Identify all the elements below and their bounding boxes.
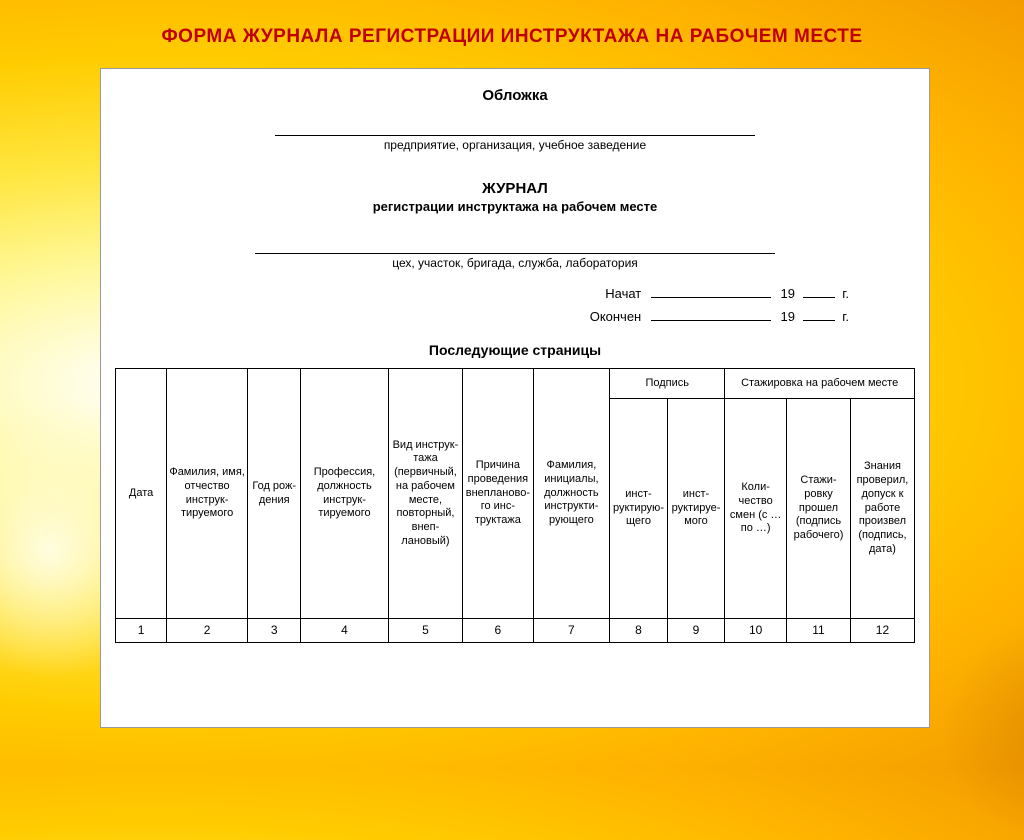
started-label: Начат — [605, 286, 641, 301]
department-caption: цех, участок, бригада, служба, лаборатор… — [255, 256, 775, 270]
slide: ФОРМА ЖУРНАЛА РЕГИСТРАЦИИ ИНСТРУКТАЖА НА… — [0, 0, 1024, 768]
blank-line — [803, 309, 835, 321]
table-header: инст­рукти­руе­мого — [667, 399, 725, 619]
started-row: Начат 19 г. — [101, 286, 849, 301]
year-suffix: г. — [842, 286, 849, 301]
decor-blob — [940, 620, 1024, 840]
table-column-number: 1 — [116, 619, 167, 643]
organization-line: предприятие, организация, учебное заведе… — [275, 118, 755, 152]
table-group-header: Подпись — [610, 369, 725, 399]
date-block: Начат 19 г. Окончен 19 г. — [101, 286, 929, 324]
table-header: Знания про­верил, допуск к работе про­из… — [850, 399, 914, 619]
blank-line — [275, 118, 755, 136]
year-prefix: 19 — [781, 309, 795, 324]
table-header: Профессия, должность инструк­тируемого — [301, 369, 388, 619]
table-column-number: 12 — [850, 619, 914, 643]
journal-word: ЖУРНАЛ — [275, 180, 755, 197]
table-column-number: 9 — [667, 619, 725, 643]
department-line: цех, участок, бригада, служба, лаборатор… — [255, 236, 775, 270]
table-header: Причина прове­дения внеп­ланово­го инс­т… — [463, 369, 533, 619]
table-header: Коли­чество смен (с … по …) — [725, 399, 787, 619]
table-column-number: 3 — [248, 619, 301, 643]
table-column-number: 2 — [167, 619, 248, 643]
table-header: Стажи­ровку прошел (под­пись рабо­чего) — [787, 399, 851, 619]
year-suffix: г. — [842, 309, 849, 324]
table-number-row: 123456789101112 — [116, 619, 915, 643]
ended-row: Окончен 19 г. — [101, 309, 849, 324]
table-header: Фамилия, имя, отчество инструк­тируемого — [167, 369, 248, 619]
table-column-number: 6 — [463, 619, 533, 643]
blank-line — [651, 309, 771, 321]
table-group-header: Стажировка на рабочем месте — [725, 369, 915, 399]
table-column-number: 4 — [301, 619, 388, 643]
table-header: Год рож­дения — [248, 369, 301, 619]
journal-table: ДатаФамилия, имя, отчество инструк­тируе… — [115, 368, 915, 643]
blank-line — [255, 236, 775, 254]
journal-subtitle: регистрации инструктажа на рабочем месте — [275, 199, 755, 214]
table-column-number: 10 — [725, 619, 787, 643]
ended-label: Окончен — [590, 309, 642, 324]
table-column-number: 7 — [533, 619, 610, 643]
table-header: Дата — [116, 369, 167, 619]
table-column-number: 5 — [388, 619, 463, 643]
journal-title-block: ЖУРНАЛ регистрации инструктажа на рабоче… — [275, 180, 755, 214]
blank-line — [803, 286, 835, 298]
table-column-number: 11 — [787, 619, 851, 643]
table-column-number: 8 — [610, 619, 668, 643]
year-prefix: 19 — [781, 286, 795, 301]
pages-heading: Последующие страницы — [101, 342, 929, 358]
cover-heading: Обложка — [101, 87, 929, 104]
blank-line — [651, 286, 771, 298]
table-header: Фами­лия, инициалы, долж­ность инст­рукт… — [533, 369, 610, 619]
organization-caption: предприятие, организация, учебное заведе… — [275, 138, 755, 152]
cover-block: Обложка предприятие, организация, учебно… — [101, 69, 929, 643]
table-header: Вид инструк­тажа (первич­ный, на рабочем… — [388, 369, 463, 619]
slide-title: ФОРМА ЖУРНАЛА РЕГИСТРАЦИИ ИНСТРУКТАЖА НА… — [0, 26, 1024, 48]
table-header: инст­рукти­рую­щего — [610, 399, 668, 619]
document-paper: Обложка предприятие, организация, учебно… — [100, 68, 930, 728]
